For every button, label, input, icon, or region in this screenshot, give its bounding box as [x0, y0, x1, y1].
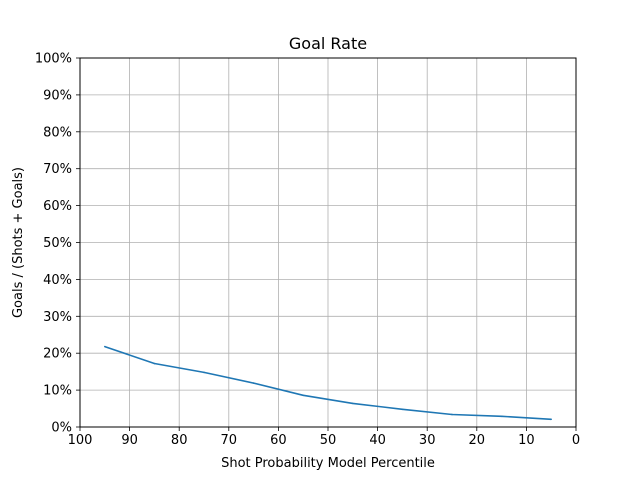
x-tick-label: 100	[68, 433, 93, 448]
x-tick-label: 90	[121, 433, 138, 448]
goal-rate-line	[104, 345, 552, 421]
data-point	[153, 362, 156, 365]
tick-layer: 100 90 80 70 60 50 40 30 20 10 00%10%20%30%40%50%6…	[35, 52, 580, 449]
x-tick-label: 60	[270, 433, 287, 448]
data-point	[252, 382, 255, 384]
y-tick-label: 100%	[35, 52, 72, 67]
data-point	[203, 371, 205, 374]
x-tick-label: 0	[572, 433, 580, 448]
y-tick-label: 50%	[43, 236, 72, 251]
x-axis-label: Shot Probability Model Percentile	[221, 456, 435, 471]
y-tick-label: 90%	[43, 88, 72, 103]
x-tick-label: 30	[419, 433, 436, 448]
y-tick-label: 80%	[43, 125, 72, 140]
y-tick-label: 10%	[43, 384, 72, 399]
x-tick-label: 70	[221, 433, 238, 448]
y-tick-label: 20%	[43, 347, 72, 362]
y-tick-label: 70%	[43, 162, 72, 177]
data-point	[401, 408, 404, 411]
x-tick-label: 40	[369, 433, 386, 448]
data-point	[451, 413, 453, 416]
data-point	[302, 394, 305, 397]
y-tick-label: 30%	[43, 310, 72, 325]
y-tick-label: 60%	[43, 199, 72, 214]
x-tick-label: 80	[171, 433, 188, 448]
chart-title: Goal Rate	[289, 34, 367, 53]
data-point	[104, 345, 106, 348]
x-tick-label: 20	[469, 433, 486, 448]
y-axis-label: Goals / (Shots + Goals)	[11, 167, 26, 318]
data-point	[550, 418, 552, 421]
x-tick-label: 50	[320, 433, 337, 448]
y-tick-label: 40%	[43, 273, 72, 288]
data-point	[500, 415, 503, 418]
series-layer	[104, 345, 552, 421]
y-tick-label: 0%	[51, 421, 72, 436]
x-tick-label: 10	[518, 433, 535, 448]
data-point	[352, 402, 354, 405]
